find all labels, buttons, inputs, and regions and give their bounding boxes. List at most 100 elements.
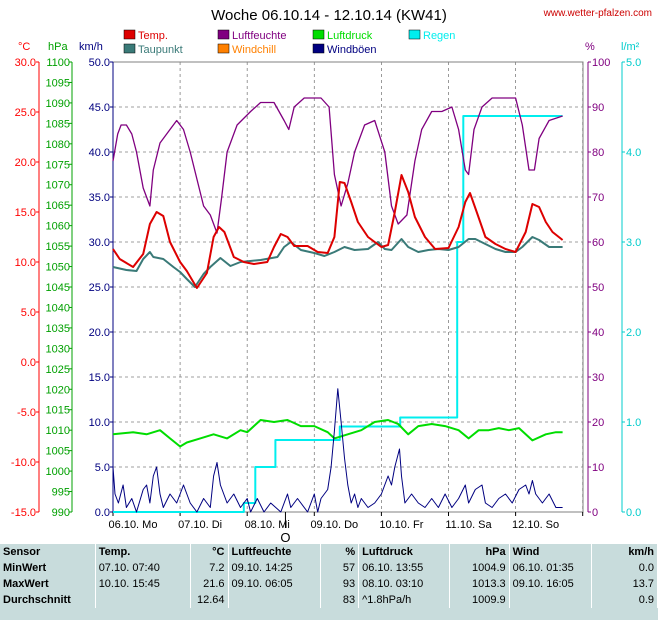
- wind-axis-tick-label: 5.0: [95, 462, 110, 474]
- stats-cell: 10.10. 15:45: [95, 576, 191, 592]
- temp-axis-tick-label: 15.0: [15, 207, 36, 219]
- stats-cell: Durchschnitt: [0, 592, 96, 608]
- stats-cell: 1004.9: [449, 560, 510, 576]
- temp-axis-tick-label: -5.0: [17, 407, 36, 419]
- pressure-axis-tick-label: 1020: [46, 384, 70, 396]
- pressure-axis-tick-label: 1055: [46, 241, 70, 253]
- pressure-unit-label: hPa: [48, 41, 68, 53]
- pressure-axis-tick-label: 1015: [46, 405, 70, 417]
- pressure-line: [112, 419, 563, 448]
- pressure-axis-tick-label: 1070: [46, 180, 70, 192]
- humidity-axis-tick-label: 100: [592, 57, 610, 69]
- stats-cell: 08.10. 03:10: [358, 576, 450, 592]
- humidity-axis-tick-label: 10: [592, 462, 604, 474]
- pressure-axis-tick-label: 1060: [46, 221, 70, 233]
- x-tick-label: 06.10. Mo: [109, 519, 158, 531]
- temp-axis-tick-label: -10.0: [11, 457, 36, 469]
- legend-label: Luftfeuchte: [232, 30, 286, 42]
- pressure-axis-tick-label: 1010: [46, 425, 70, 437]
- temperature-line: [112, 174, 564, 289]
- x-tick-label: 11.10. Sa: [445, 519, 492, 531]
- wind-axis-tick-label: 40.0: [89, 147, 110, 159]
- legend-label: Windchill: [232, 44, 276, 56]
- stats-cell: 12.64: [190, 592, 229, 608]
- legend-swatch: [408, 29, 421, 40]
- statistics-table: Sensor Temp. °C Luftfeuchte % Luftdruck …: [0, 544, 658, 620]
- stats-cell: ^1.8hPa/h: [358, 592, 450, 608]
- humidity-axis-tick-label: 40: [592, 327, 604, 339]
- stats-row-avg: Durchschnitt 12.64 83 ^1.8hPa/h 1009.9 0…: [0, 592, 658, 608]
- pressure-axis-tick-label: 1045: [46, 282, 70, 294]
- wind-axis-tick-label: 20.0: [89, 327, 110, 339]
- stats-cell: 09.10. 16:05: [509, 576, 592, 592]
- rain-axis-tick-label: 0.0: [626, 507, 641, 519]
- legend-label: Temp.: [138, 30, 168, 42]
- gust-line: [112, 388, 563, 513]
- stats-cell: 0.9: [591, 592, 658, 608]
- stats-header: Luftfeuchte: [228, 544, 322, 560]
- wind-axis-tick-label: 30.0: [89, 237, 110, 249]
- stats-cell: [228, 592, 322, 608]
- stats-header: Sensor: [0, 544, 96, 560]
- pressure-axis-tick-label: 995: [52, 487, 70, 499]
- rain-axis-tick-label: 3.0: [626, 237, 641, 249]
- x-tick-label: 08.10. Mi: [245, 519, 290, 531]
- legend-label: Taupunkt: [138, 44, 183, 56]
- stats-cell: [95, 592, 191, 608]
- stats-cell: MinWert: [0, 560, 96, 576]
- rain-line: [113, 115, 563, 513]
- pressure-axis-tick-label: 1090: [46, 98, 70, 110]
- stats-row-max: MaxWert 10.10. 15:45 21.6 09.10. 06:05 9…: [0, 576, 658, 592]
- temp-axis-tick-label: 10.0: [15, 257, 36, 269]
- now-marker: O: [280, 530, 290, 544]
- stats-cell: 7.2: [190, 560, 229, 576]
- stats-header: Wind: [509, 544, 592, 560]
- rain-axis-tick-label: 2.0: [626, 327, 641, 339]
- stats-cell: 07.10. 07:40: [95, 560, 191, 576]
- humidity-axis-tick-label: 80: [592, 147, 604, 159]
- stats-header: °C: [190, 544, 229, 560]
- stats-cell: 0.0: [591, 560, 658, 576]
- legend-label: Regen: [423, 30, 455, 42]
- legend-swatch: [312, 43, 325, 54]
- stats-cell: 83: [320, 592, 360, 608]
- x-tick-label: 07.10. Di: [178, 519, 222, 531]
- wind-unit-label: km/h: [79, 41, 103, 53]
- stats-header: Luftdruck: [358, 544, 450, 560]
- humidity-axis-tick-label: 50: [592, 282, 604, 294]
- rain-unit-label: l/m²: [621, 41, 640, 53]
- wind-axis-tick-label: 50.0: [89, 57, 110, 69]
- legend-swatch: [123, 29, 136, 40]
- stats-cell: [509, 592, 592, 608]
- humidity-axis-tick-label: 60: [592, 237, 604, 249]
- pressure-axis-tick-label: 1080: [46, 139, 70, 151]
- pressure-axis-tick-label: 990: [52, 507, 70, 519]
- legend-label: Windböen: [327, 44, 377, 56]
- humidity-unit-label: %: [585, 41, 595, 53]
- x-tick-label: 09.10. Do: [310, 519, 358, 531]
- source-label: www.wetter-pfalzen.com: [543, 8, 652, 19]
- stats-cell: MaxWert: [0, 576, 96, 592]
- stats-header-row: Sensor Temp. °C Luftfeuchte % Luftdruck …: [0, 544, 658, 560]
- legend-swatch: [217, 29, 230, 40]
- wind-axis-tick-label: 15.0: [89, 372, 110, 384]
- pressure-axis-tick-label: 1100: [46, 57, 70, 69]
- pressure-axis-tick-label: 1000: [46, 466, 70, 478]
- wind-axis-tick-label: 0.0: [95, 507, 110, 519]
- rain-axis-tick-label: 1.0: [626, 417, 641, 429]
- weather-chart: Woche 06.10.14 - 12.10.14 (KW41) www.wett…: [11, 7, 652, 544]
- wind-axis-tick-label: 10.0: [89, 417, 110, 429]
- pressure-axis-tick-label: 1030: [46, 343, 70, 355]
- legend-label: Luftdruck: [327, 30, 373, 42]
- wind-axis-tick-label: 35.0: [89, 192, 110, 204]
- pressure-axis-tick-label: 1040: [46, 302, 70, 314]
- stats-cell: 09.10. 14:25: [228, 560, 322, 576]
- stats-cell: 09.10. 06:05: [228, 576, 322, 592]
- stats-cell: 57: [320, 560, 360, 576]
- stats-cell: 06.10. 01:35: [509, 560, 592, 576]
- wind-axis-tick-label: 45.0: [89, 102, 110, 114]
- legend-swatch: [312, 29, 325, 40]
- temp-unit-label: °C: [18, 41, 30, 53]
- x-tick-label: 12.10. So: [512, 519, 559, 531]
- x-tick-label: 10.10. Fr: [379, 519, 423, 531]
